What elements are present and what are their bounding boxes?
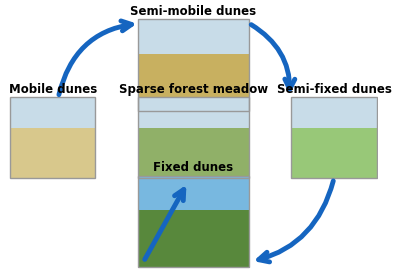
Text: Mobile dunes: Mobile dunes: [8, 83, 97, 96]
Bar: [292, 97, 376, 178]
Bar: [138, 97, 249, 128]
Bar: [10, 128, 95, 178]
Text: Semi-mobile dunes: Semi-mobile dunes: [130, 5, 256, 18]
Bar: [138, 19, 249, 111]
Bar: [138, 210, 249, 267]
Text: Semi-fixed dunes: Semi-fixed dunes: [276, 83, 392, 96]
Bar: [138, 128, 249, 178]
Bar: [292, 128, 376, 178]
Bar: [138, 176, 249, 210]
Bar: [138, 19, 249, 54]
Bar: [138, 176, 249, 267]
Bar: [138, 97, 249, 178]
Text: Sparse forest meadow: Sparse forest meadow: [119, 83, 268, 96]
Bar: [10, 97, 95, 128]
Bar: [10, 97, 95, 178]
Bar: [292, 97, 376, 128]
Bar: [138, 54, 249, 111]
Text: Fixed dunes: Fixed dunes: [153, 161, 234, 174]
